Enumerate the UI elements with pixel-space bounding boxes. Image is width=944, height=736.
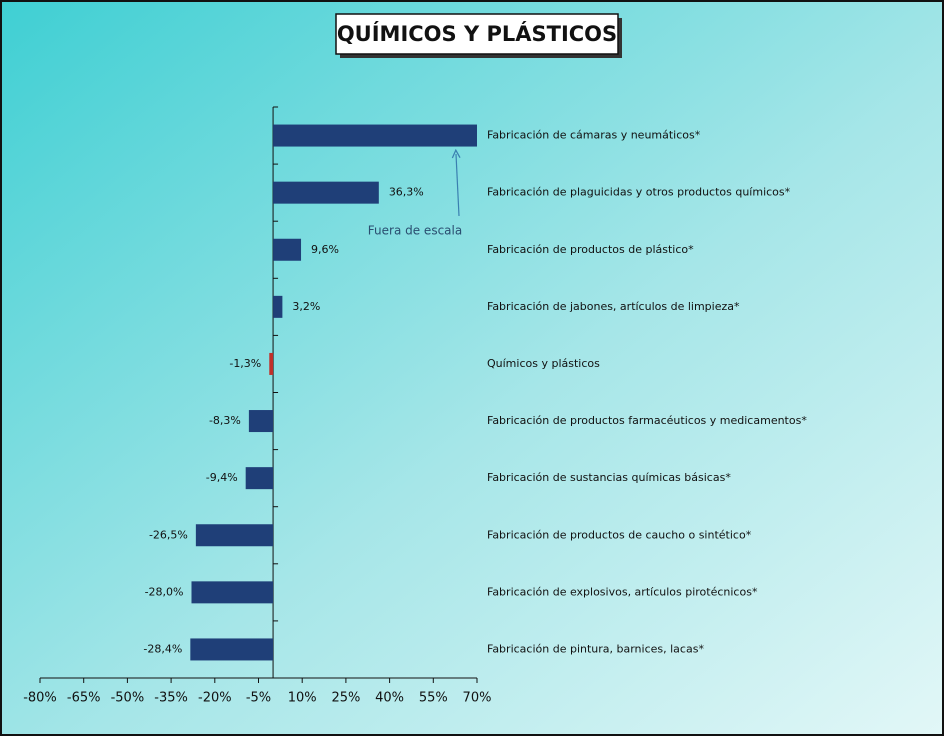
data-label: -9,4% xyxy=(206,471,238,484)
annotation-arrow xyxy=(456,154,459,217)
category-label: Fabricación de cámaras y neumáticos* xyxy=(487,129,701,142)
data-label: -28,0% xyxy=(145,585,184,598)
x-tick-label: 55% xyxy=(419,691,448,706)
data-label: -26,5% xyxy=(149,528,188,541)
bar xyxy=(190,638,274,661)
bar xyxy=(248,410,274,433)
bar xyxy=(273,124,477,147)
x-tick-label: 10% xyxy=(288,691,317,706)
category-label: Fabricación de explosivos, artículos pir… xyxy=(487,585,758,598)
category-label: Químicos y plásticos xyxy=(487,357,600,370)
category-label: Fabricación de sustancias químicas básic… xyxy=(487,471,731,484)
annotation: Fuera de escala xyxy=(368,224,462,238)
category-label: Fabricación de productos de plástico* xyxy=(487,243,694,256)
x-tick-label: 70% xyxy=(463,691,492,706)
bar xyxy=(273,181,379,204)
x-tick-label: -65% xyxy=(67,691,101,706)
x-tick-label: -35% xyxy=(154,691,188,706)
data-label: -8,3% xyxy=(209,414,241,427)
bar xyxy=(273,238,302,261)
data-label: 9,6% xyxy=(311,243,339,256)
title-box xyxy=(335,13,619,55)
x-tick-label: 40% xyxy=(375,691,404,706)
bar xyxy=(191,581,274,604)
bar xyxy=(195,524,274,547)
x-tick-label: 25% xyxy=(331,691,360,706)
category-label: Fabricación de pintura, barnices, lacas* xyxy=(487,642,704,655)
data-label: 3,2% xyxy=(292,300,320,313)
x-tick-label: -50% xyxy=(111,691,145,706)
bar xyxy=(273,295,283,318)
category-label: Fabricación de plaguicidas y otros produ… xyxy=(487,186,791,199)
chart-title: QUÍMICOS Y PLÁSTICOS xyxy=(337,21,617,46)
category-label: Fabricación de productos de caucho o sin… xyxy=(487,528,752,541)
x-tick-label: -80% xyxy=(23,691,57,706)
x-tick-label: -20% xyxy=(198,691,232,706)
data-label: -1,3% xyxy=(229,357,261,370)
bar xyxy=(269,352,274,375)
category-label: Fabricación de productos farmacéuticos y… xyxy=(487,414,807,427)
category-label: Fabricación de jabones, artículos de lim… xyxy=(487,300,740,313)
data-label: -28,4% xyxy=(143,642,182,655)
x-tick-label: -5% xyxy=(246,691,271,706)
bar xyxy=(245,467,274,490)
data-label: 36,3% xyxy=(389,186,424,199)
